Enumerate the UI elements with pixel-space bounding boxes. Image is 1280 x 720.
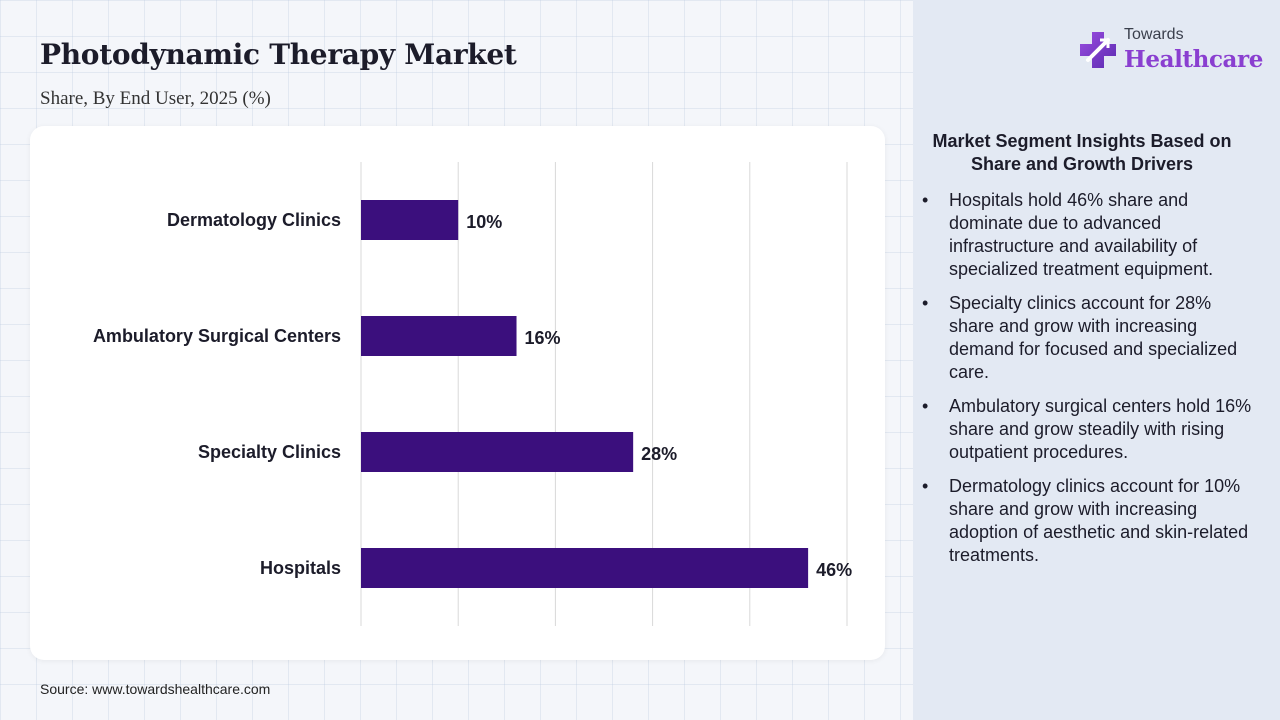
- insights-list: • Hospitals hold 46% share and dominate d…: [922, 189, 1252, 578]
- bar: [361, 432, 634, 472]
- bullet-icon: •: [922, 293, 929, 313]
- insight-text: Dermatology clinics account for 10% shar…: [949, 476, 1249, 565]
- insight-text: Hospitals hold 46% share and dominate du…: [949, 190, 1214, 279]
- insight-item: • Ambulatory surgical centers hold 16% sh…: [922, 395, 1252, 464]
- source-note: Source: www.towardshealthcare.com: [40, 681, 271, 697]
- insight-item: • Hospitals hold 46% share and dominate d…: [922, 189, 1252, 281]
- category-label: Ambulatory Surgical Centers: [93, 326, 341, 346]
- insight-text: Ambulatory surgical centers hold 16% sha…: [949, 396, 1252, 462]
- chart-card: Dermatology Clinics 10% Ambulatory Surgica…: [30, 126, 885, 660]
- logo-text-towards: Towards: [1124, 26, 1184, 43]
- value-label: 10%: [466, 212, 502, 232]
- category-label: Hospitals: [260, 558, 341, 578]
- bar: [361, 316, 517, 356]
- logo-text-healthcare: Healthcare: [1124, 46, 1264, 73]
- category-label: Dermatology Clinics: [167, 210, 341, 230]
- page-title: Photodynamic Therapy Market: [40, 38, 517, 71]
- bullet-icon: •: [922, 190, 929, 210]
- brand-logo[interactable]: Towards Healthcare: [1078, 26, 1268, 80]
- value-label: 46%: [816, 560, 852, 580]
- bar: [361, 200, 459, 240]
- insight-item: • Dermatology clinics account for 10% sha…: [922, 475, 1252, 567]
- insight-text: Specialty clinics account for 28% share …: [949, 293, 1238, 382]
- value-label: 16%: [525, 328, 561, 348]
- insights-panel: [913, 0, 1280, 720]
- insights-title: Market Segment Insights Based on Share a…: [932, 131, 1232, 174]
- bullet-icon: •: [922, 396, 929, 416]
- medical-cross-icon: [1080, 32, 1116, 68]
- bar-chart: Dermatology Clinics 10% Ambulatory Surgica…: [93, 162, 852, 626]
- category-label: Specialty Clinics: [198, 442, 341, 462]
- page-subtitle: Share, By End User, 2025 (%): [40, 88, 271, 109]
- bar: [361, 548, 809, 588]
- value-label: 28%: [641, 444, 677, 464]
- bullet-icon: •: [922, 476, 929, 496]
- insight-item: • Specialty clinics account for 28% share…: [922, 292, 1252, 384]
